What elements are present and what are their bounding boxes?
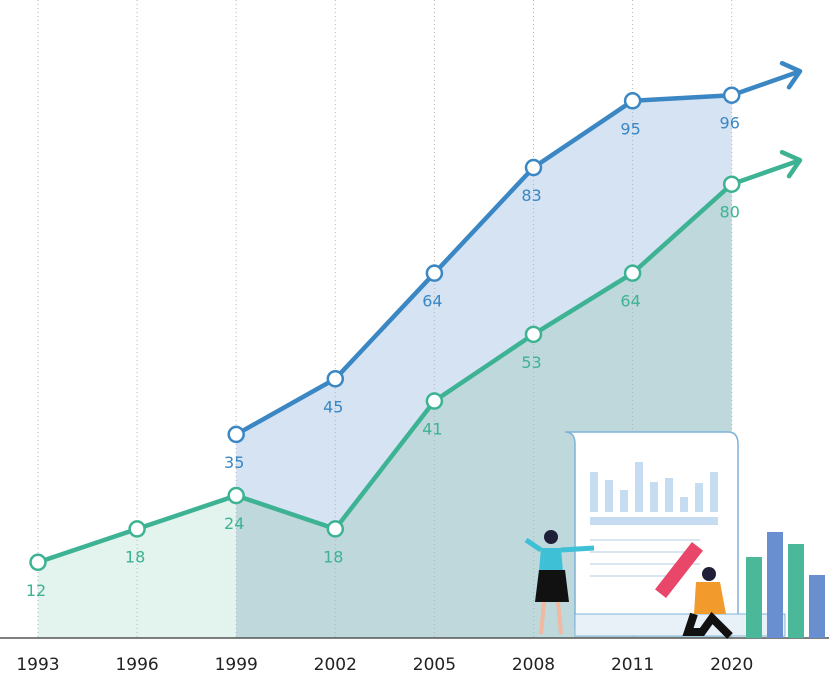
x-tick-label: 2005	[413, 655, 456, 675]
data-point	[724, 177, 739, 192]
x-tick-label: 2011	[611, 655, 654, 675]
x-tick-label: 2002	[314, 655, 357, 675]
data-point	[625, 93, 640, 108]
data-label: 80	[720, 203, 740, 222]
data-point	[526, 327, 541, 342]
data-label: 24	[224, 514, 244, 533]
data-point	[130, 521, 145, 536]
data-point	[427, 266, 442, 281]
trend-arrow	[732, 63, 800, 95]
data-label: 18	[125, 547, 145, 566]
x-tick-label: 2020	[710, 655, 753, 675]
data-point	[328, 371, 343, 386]
trend-arrow	[732, 152, 800, 184]
chart: 1993 1996 1999 2002 2005 2008 2011 2020 35 45 64 83…	[0, 0, 829, 677]
data-point	[229, 488, 244, 503]
data-point	[31, 555, 46, 570]
data-label: 18	[323, 547, 343, 566]
data-label: 41	[422, 420, 442, 439]
data-label: 45	[323, 397, 343, 416]
data-point	[229, 427, 244, 442]
data-label: 53	[521, 353, 541, 372]
data-point	[526, 160, 541, 175]
x-tick-label: 1996	[115, 655, 158, 675]
data-point	[328, 521, 343, 536]
data-label: 12	[26, 581, 46, 600]
data-label: 83	[521, 186, 541, 205]
data-point	[724, 88, 739, 103]
x-tick-label: 1993	[16, 655, 59, 675]
data-label: 35	[224, 453, 244, 472]
data-label: 64	[422, 292, 442, 311]
x-tick-label: 2008	[512, 655, 555, 675]
data-point	[427, 394, 442, 409]
data-point	[625, 266, 640, 281]
data-label: 64	[620, 292, 640, 311]
data-label: 95	[620, 119, 640, 138]
x-tick-label: 1999	[215, 655, 258, 675]
data-label: 96	[720, 114, 740, 133]
